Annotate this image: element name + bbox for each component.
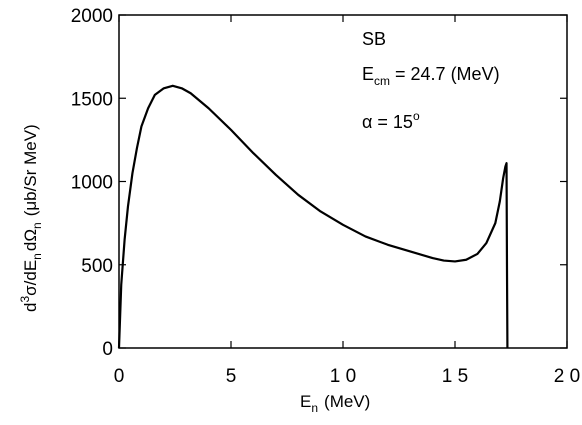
x-axis-label-sub: n bbox=[311, 401, 318, 415]
x-tick-label: 1 0 bbox=[330, 366, 356, 387]
y-axis-label-sup: 3 bbox=[18, 296, 32, 303]
annotation-label: SB bbox=[362, 29, 386, 49]
x-tick-label: 5 bbox=[226, 366, 237, 387]
x-axis-label: En (MeV) bbox=[300, 392, 370, 415]
x-tick-label: 2 0 bbox=[554, 366, 580, 387]
x-axis-label-unit: (MeV) bbox=[324, 392, 370, 411]
plot-frame bbox=[118, 14, 568, 349]
annotation-alpha-sup: o bbox=[413, 109, 420, 123]
y-axis-label-sub1: n bbox=[30, 253, 44, 260]
y-axis-label-prefix: d bbox=[21, 303, 40, 312]
y-axis-label: d3σ/dEndΩn(μb/Sr MeV) bbox=[18, 124, 44, 312]
y-axis-label-sub2: n bbox=[30, 222, 44, 229]
annotation-ecm-main: E bbox=[362, 64, 374, 84]
y-axis-label-part2: dΩ bbox=[21, 229, 40, 251]
annotation-ecm-value: = 24.7 (MeV) bbox=[390, 64, 500, 84]
x-axis-label-main: E bbox=[300, 392, 311, 411]
y-axis-label-unit: (μb/Sr MeV) bbox=[21, 124, 40, 216]
y-axis-label-part1: σ/dE bbox=[21, 260, 40, 296]
annotation-ecm-sub: cm bbox=[374, 74, 390, 88]
y-tick-label: 500 bbox=[81, 256, 113, 277]
annotation-alpha-text: α = 15 bbox=[362, 112, 413, 132]
y-tick-label: 2000 bbox=[71, 6, 113, 27]
annotation-ecm: Ecm = 24.7 (MeV) bbox=[362, 64, 500, 88]
series-line bbox=[117, 84, 509, 349]
annotation-alpha: α = 15o bbox=[362, 109, 420, 132]
y-tick-label: 1000 bbox=[71, 173, 113, 194]
x-tick-label: 1 5 bbox=[442, 366, 468, 387]
x-tick-label: 0 bbox=[114, 366, 125, 387]
y-tick-label: 0 bbox=[102, 339, 113, 360]
axis-ticks bbox=[118, 14, 568, 349]
y-tick-label: 1500 bbox=[71, 89, 113, 110]
